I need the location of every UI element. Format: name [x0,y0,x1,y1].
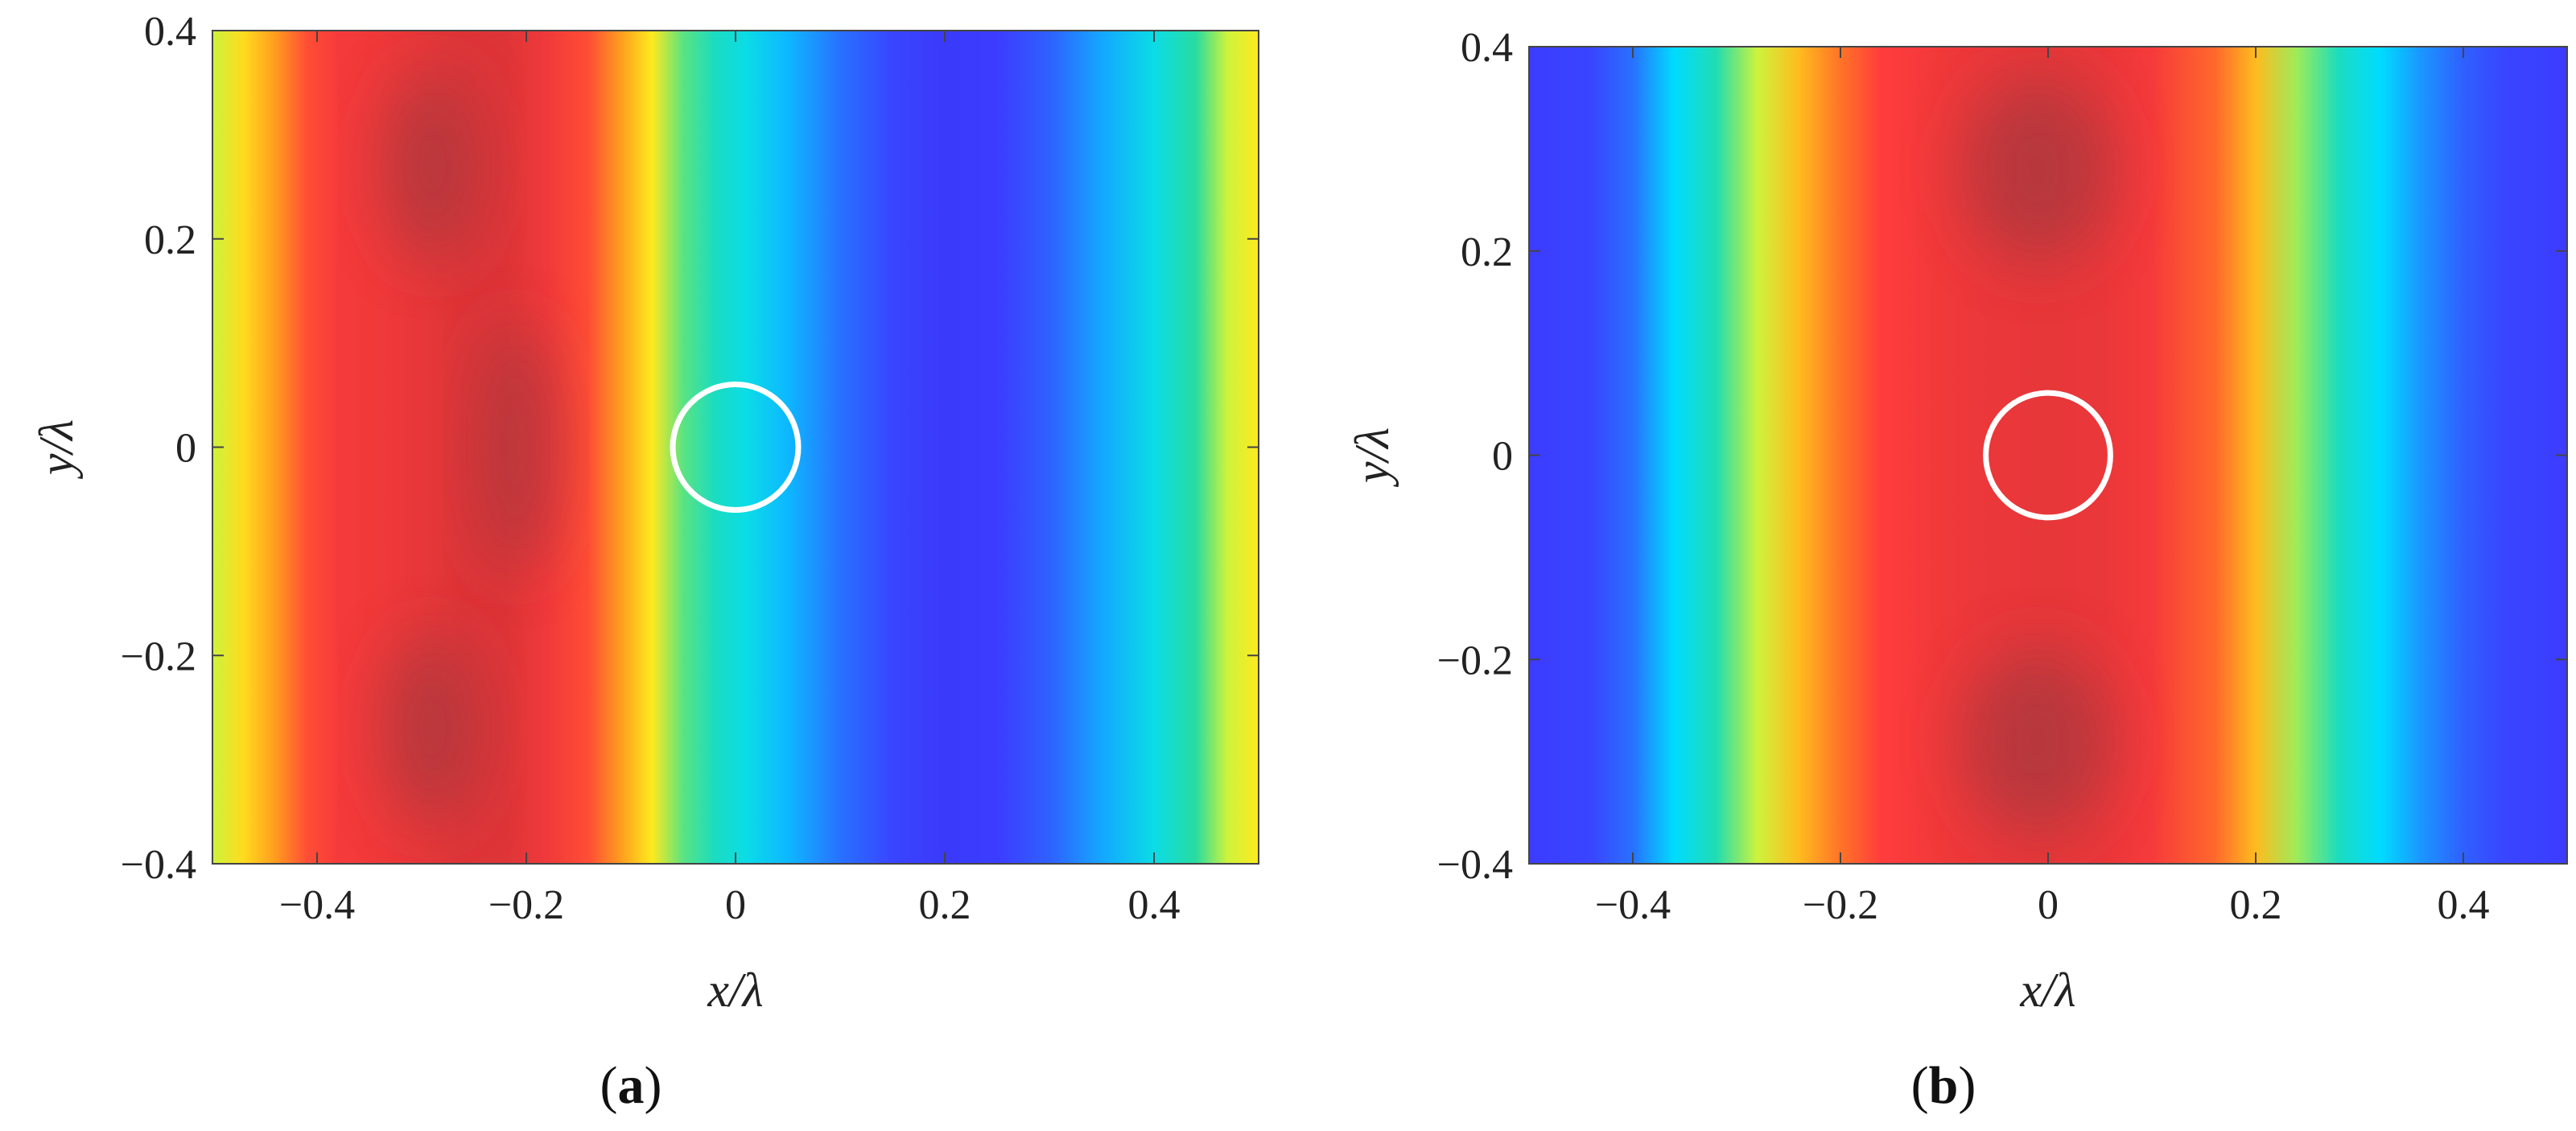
field-hotspot [479,322,553,572]
x-tick-label: −0.4 [279,882,355,928]
field-hotspot [1964,649,2111,833]
y-tick-label: −0.4 [121,842,196,888]
y-tick-label: −0.2 [1437,638,1513,683]
field-map [212,31,1259,864]
panel-b-label: (b) [1911,1056,1976,1115]
x-tick-label: 0 [2038,882,2059,928]
x-tick-label: 0 [725,882,746,928]
y-tick-label: 0.4 [1461,25,1513,71]
x-tick-label: −0.2 [488,882,564,928]
x-tick-label: −0.4 [1595,882,1671,928]
field-hotspot [385,634,480,823]
x-tick-label: 0.4 [1128,882,1181,928]
x-tick-label: −0.2 [1803,882,1878,928]
y-tick-label: 0.2 [1461,229,1513,275]
field-map [1529,47,2567,864]
scatterer-circle [670,382,802,513]
y-tick-label: 0 [1492,434,1513,480]
scatterer-circle [1983,390,2113,521]
x-axis-label: x/λ [2019,964,2075,1017]
y-tick-label: 0.2 [144,217,196,263]
panel-a: −0.4 −0.2 0 0.2 0.4 −0.4 −0.2 0 0.2 0.4 x/λ y/λ [30,9,1259,1017]
x-tick-label: 0.2 [2230,882,2282,928]
y-tick-label: −0.2 [121,634,196,679]
y-tick-label: 0 [175,426,196,472]
x-tick-label: 0.2 [919,882,971,928]
y-tick-label: 0.4 [144,9,196,55]
y-axis-label: y/λ [30,419,83,480]
x-tick-label: 0.4 [2438,882,2490,928]
field-hotspot [385,72,480,260]
y-tick-label: −0.4 [1437,842,1513,888]
x-axis-label: x/λ [707,964,763,1017]
panel-b: −0.4 −0.2 0 0.2 0.4 −0.4 −0.2 0 0.2 0.4 x/λ y/λ [1346,25,2568,1017]
panel-a-label: (a) [600,1056,662,1115]
y-axis-label: y/λ [1346,427,1399,488]
field-hotspot [1964,77,2111,262]
field-background [212,31,1259,864]
